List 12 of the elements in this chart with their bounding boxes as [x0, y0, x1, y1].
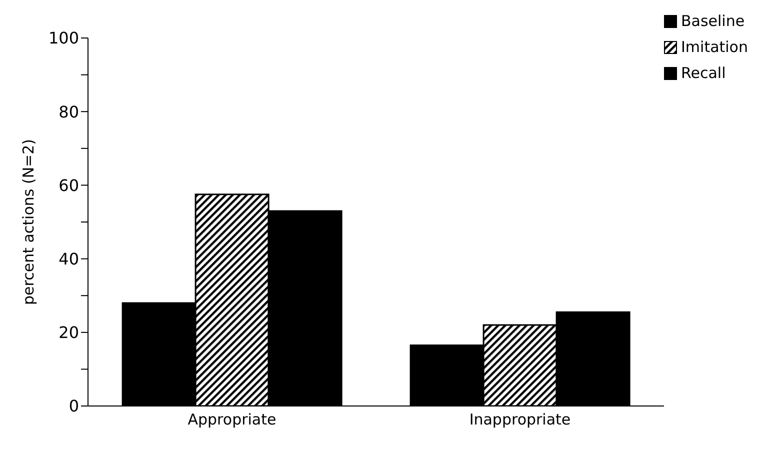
x-tick-label: Appropriate [188, 410, 276, 429]
y-axis-title: percent actions (N=2) [19, 138, 38, 306]
legend-label: Recall [680, 64, 726, 82]
y-tick-label: 60 [58, 176, 79, 195]
y-tick-label: 40 [58, 249, 79, 268]
y-tick-label: 0 [68, 396, 79, 416]
y-tick-label: 100 [48, 28, 79, 48]
x-tick-label: Inappropriate [469, 410, 571, 429]
y-tick-label: 20 [58, 323, 79, 342]
y-tick-label: 80 [58, 102, 79, 122]
legend-label: Baseline [680, 12, 745, 30]
legend-label: Imitation [680, 38, 748, 56]
